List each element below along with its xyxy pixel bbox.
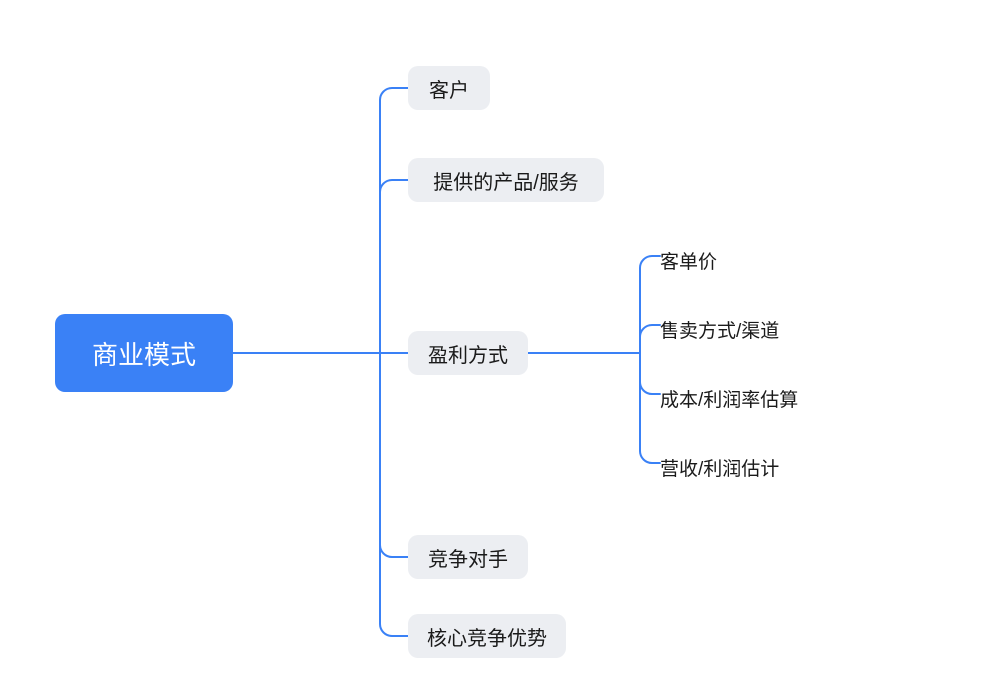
- mindmap-leaf-sales-channel[interactable]: 售卖方式/渠道: [660, 312, 779, 347]
- mindmap-leaf-unit-price[interactable]: 客单价: [660, 243, 717, 278]
- mindmap-child-core-advantage[interactable]: 核心竞争优势: [408, 614, 566, 658]
- mindmap-leaf-cost-margin[interactable]: 成本/利润率估算: [660, 381, 798, 416]
- mindmap-leaf-revenue-profit[interactable]: 营收/利润估计: [660, 450, 779, 485]
- mindmap-child-products-services[interactable]: 提供的产品/服务: [408, 158, 604, 202]
- mindmap-child-competitors[interactable]: 竞争对手: [408, 535, 528, 579]
- mindmap-root[interactable]: 商业模式: [55, 314, 233, 392]
- mindmap-child-profit-model[interactable]: 盈利方式: [408, 331, 528, 375]
- mindmap-child-customers[interactable]: 客户: [408, 66, 490, 110]
